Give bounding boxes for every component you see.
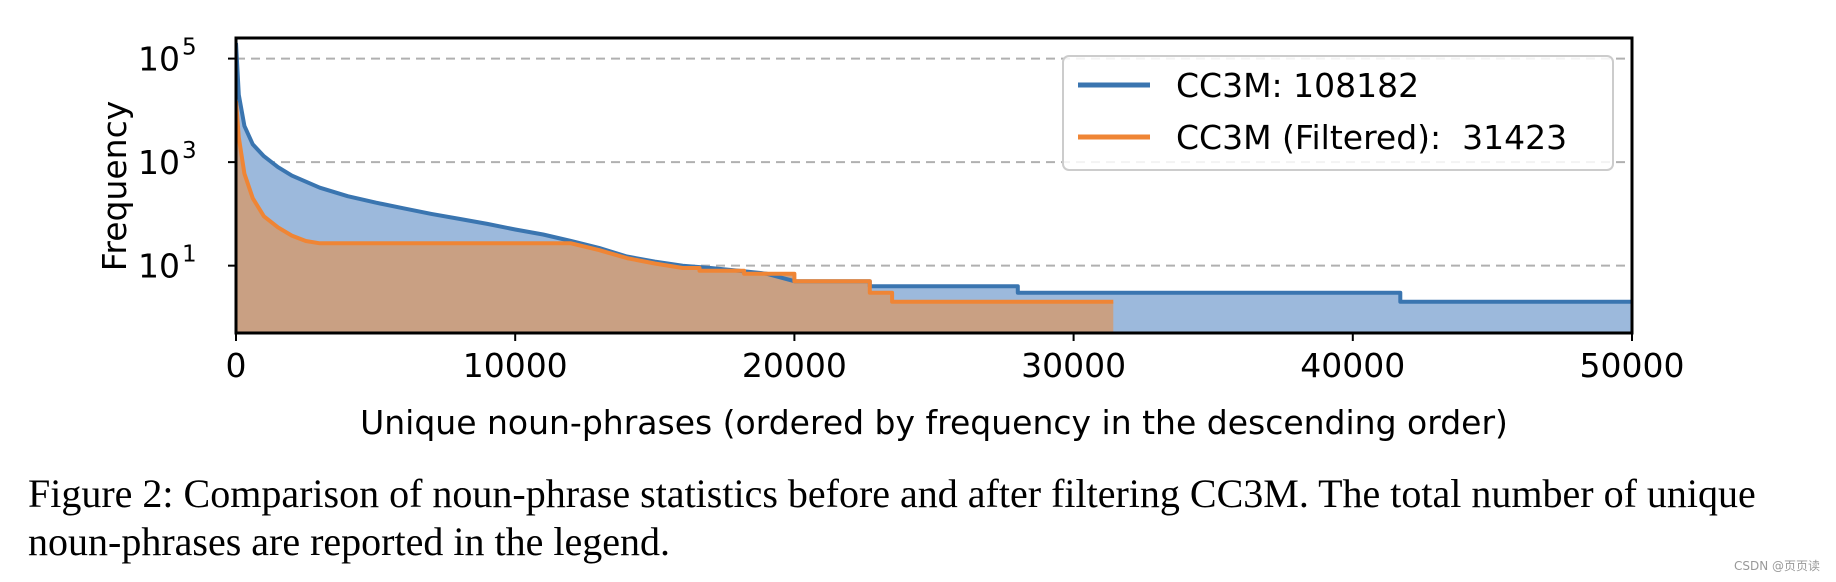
x-tick-label-4: 40000 [1300, 346, 1405, 385]
y-tick-label-0: 10 [138, 247, 180, 286]
series-lines [236, 42, 1632, 304]
legend-box [1062, 55, 1614, 171]
x-tick-label-1: 10000 [463, 346, 568, 385]
y-tick-label-2: 10 [138, 40, 180, 79]
x-axis: 0 10000 20000 30000 40000 50000 [226, 333, 1685, 385]
watermark: CSDN @页页读 [1733, 559, 1820, 573]
plot-frame [234, 36, 1634, 335]
y-axis-label: Frequency [95, 101, 134, 271]
x-tick-label-5: 50000 [1580, 346, 1685, 385]
legend-label-cc3m-filtered: CC3M (Filtered): 31423 [1176, 118, 1567, 157]
series-areas [236, 43, 1632, 333]
x-tick-label-2: 20000 [742, 346, 847, 385]
y-tick-exponent-0: 1 [182, 242, 197, 268]
x-tick-label-3: 30000 [1021, 346, 1126, 385]
x-tick-label-0: 0 [226, 346, 247, 385]
legend-label-cc3m: CC3M: 108182 [1176, 66, 1419, 105]
figure-caption: Figure 2: Comparison of noun-phrase stat… [28, 471, 1756, 564]
legend: CC3M: 108182 CC3M (Filtered): 31423 [1062, 55, 1614, 171]
y-tick-exponent-1: 3 [182, 138, 197, 164]
y-tick-exponent-2: 5 [182, 35, 197, 61]
series-area-1 [236, 101, 1114, 333]
x-axis-label: Unique noun-phrases (ordered by frequenc… [360, 403, 1508, 442]
y-tick-label-1: 10 [138, 143, 180, 182]
series-line-1 [236, 101, 1114, 304]
